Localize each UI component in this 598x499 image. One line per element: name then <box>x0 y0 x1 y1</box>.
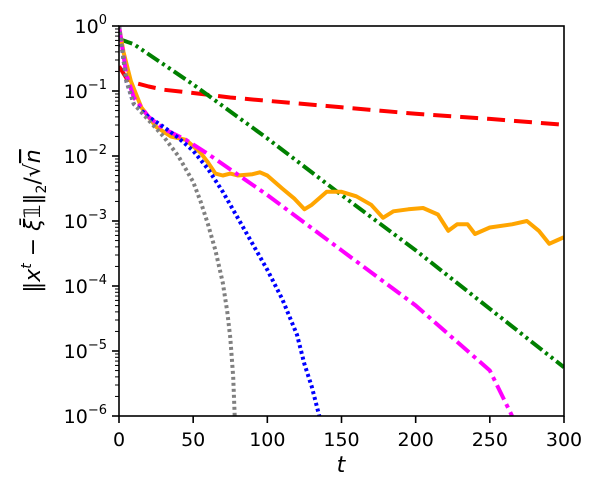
series-line-4 <box>119 26 514 416</box>
series-line-6 <box>119 26 237 416</box>
y-tick-label: 10−1 <box>64 78 107 103</box>
series-line-1 <box>119 65 564 127</box>
y-tick-label: 10−2 <box>64 143 107 168</box>
x-tick-label: 300 <box>546 429 582 451</box>
series-line-5 <box>119 26 322 416</box>
x-axis: 0 50 100 150 200 250 300 <box>113 416 582 451</box>
plot-frame <box>118 25 565 417</box>
y-tick-label: 10−3 <box>64 208 107 233</box>
x-tick-label: 150 <box>323 429 359 451</box>
series-line-2 <box>119 37 564 369</box>
x-tick-label: 50 <box>181 429 205 451</box>
series-line-3 <box>119 26 564 246</box>
x-tick-label: 100 <box>249 429 285 451</box>
x-tick-label: 250 <box>472 429 508 451</box>
series-layer <box>119 26 564 416</box>
y-axis-label: ‖xt − ξ̄𝟙‖2/√n <box>19 149 50 293</box>
y-tick-label: 10−6 <box>64 403 107 428</box>
x-axis-label: t <box>337 453 347 478</box>
y-tick-label: 10−5 <box>64 338 107 363</box>
y-tick-label: 10−4 <box>64 273 107 298</box>
y-tick-label: 100 <box>75 13 107 38</box>
x-tick-label: 0 <box>113 429 125 451</box>
y-axis: 100 10−1 10−2 10−3 10−4 10−5 10−6 <box>64 13 119 428</box>
x-tick-label: 200 <box>398 429 434 451</box>
